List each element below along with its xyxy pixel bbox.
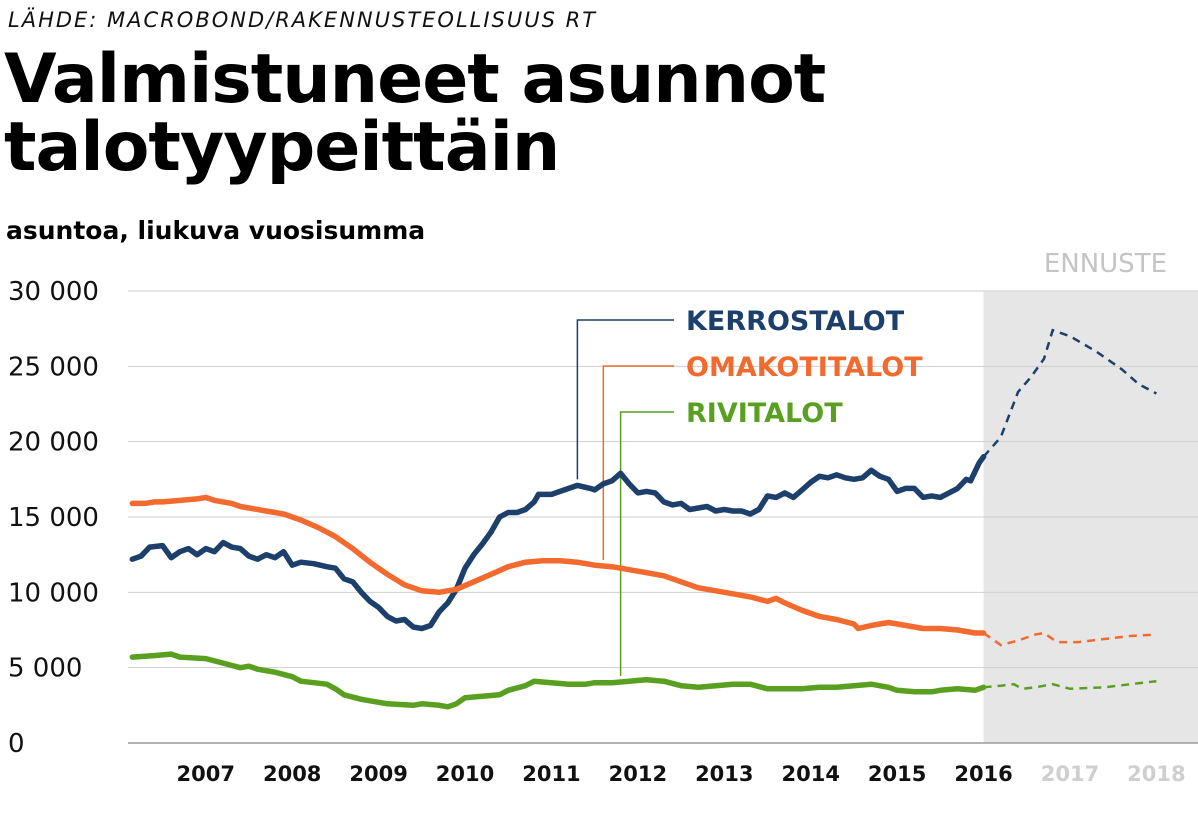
leader-line (619, 411, 674, 676)
y-tick-label: 5 000 (8, 654, 82, 684)
x-tick-label: 2012 (609, 762, 667, 786)
x-tick-label: 2007 (177, 762, 235, 786)
x-tick-label: 2010 (436, 762, 494, 786)
leader-line (602, 365, 674, 560)
series-line-forecast (983, 679, 1157, 691)
series-line-actual (129, 453, 987, 632)
series-line-forecast (982, 631, 1157, 647)
series-line-actual (129, 651, 987, 710)
y-tick-label: 10 000 (8, 578, 99, 608)
series-label: KERROSTALOT (686, 306, 905, 337)
series-line-forecast (982, 328, 1157, 458)
y-tick-label: 15 000 (8, 503, 99, 533)
y-tick-label: 0 (8, 729, 25, 759)
y-tick-label: 30 000 (8, 277, 99, 307)
forecast-label: ENNUSTE (1044, 249, 1167, 279)
series-label: OMAKOTITALOT (686, 352, 923, 383)
x-tick-label: 2013 (695, 762, 753, 786)
x-tick-label: 2009 (349, 762, 407, 786)
y-tick-label: 20 000 (8, 428, 99, 458)
x-tick-label: 2014 (781, 762, 839, 786)
leader-line (576, 319, 674, 480)
x-tick-label: 2016 (954, 762, 1012, 786)
x-tick-label: 2008 (263, 762, 321, 786)
chart-title: Valmistuneet asunnot talotyypeittäin (4, 40, 826, 187)
y-tick-label: 25 000 (8, 352, 99, 382)
source-note: LÄHDE: MACROBOND/RAKENNUSTEOLLISUUS RT (8, 8, 598, 32)
x-tick-label: 2017 (1041, 762, 1099, 786)
series-label: RIVITALOT (686, 398, 843, 429)
x-tick-label: 2015 (868, 762, 926, 786)
series-line-actual (129, 494, 987, 636)
x-tick-label: 2018 (1127, 762, 1185, 786)
x-tick-label: 2011 (522, 762, 580, 786)
chart-subtitle: asuntoa, liukuva vuosisumma (6, 216, 426, 245)
